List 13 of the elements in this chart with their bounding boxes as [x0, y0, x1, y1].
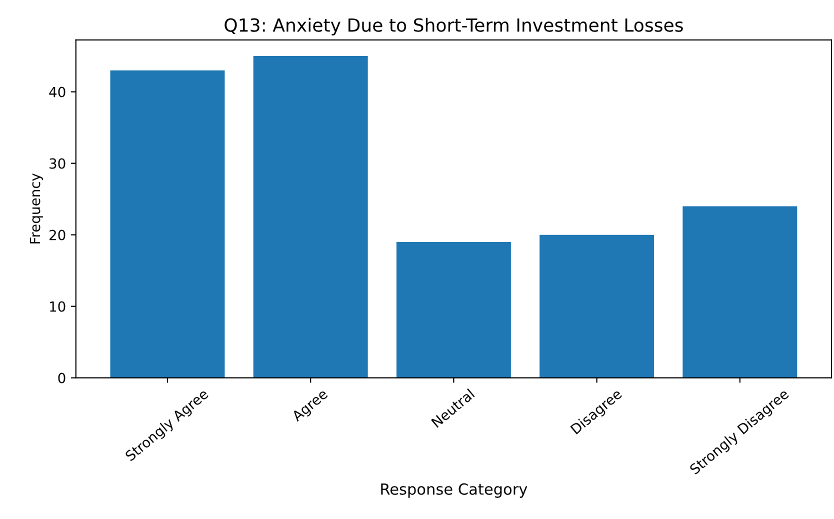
bar — [540, 234, 654, 378]
bar — [396, 242, 511, 378]
y-axis-title: Frequency — [30, 173, 43, 244]
bar — [110, 70, 225, 378]
chart-title: Q13: Anxiety Due to Short-Term Investment Losses — [224, 18, 683, 36]
y-tick-label: 40 — [49, 86, 66, 98]
y-tick-label: 20 — [50, 230, 66, 240]
y-tick-label: 30 — [50, 158, 66, 169]
x-axis-title: Response Category — [381, 483, 528, 498]
y-tick-label: 10 — [50, 301, 66, 312]
y-tick-label: 0 — [58, 372, 66, 384]
bar — [253, 56, 368, 378]
bar — [682, 206, 798, 378]
